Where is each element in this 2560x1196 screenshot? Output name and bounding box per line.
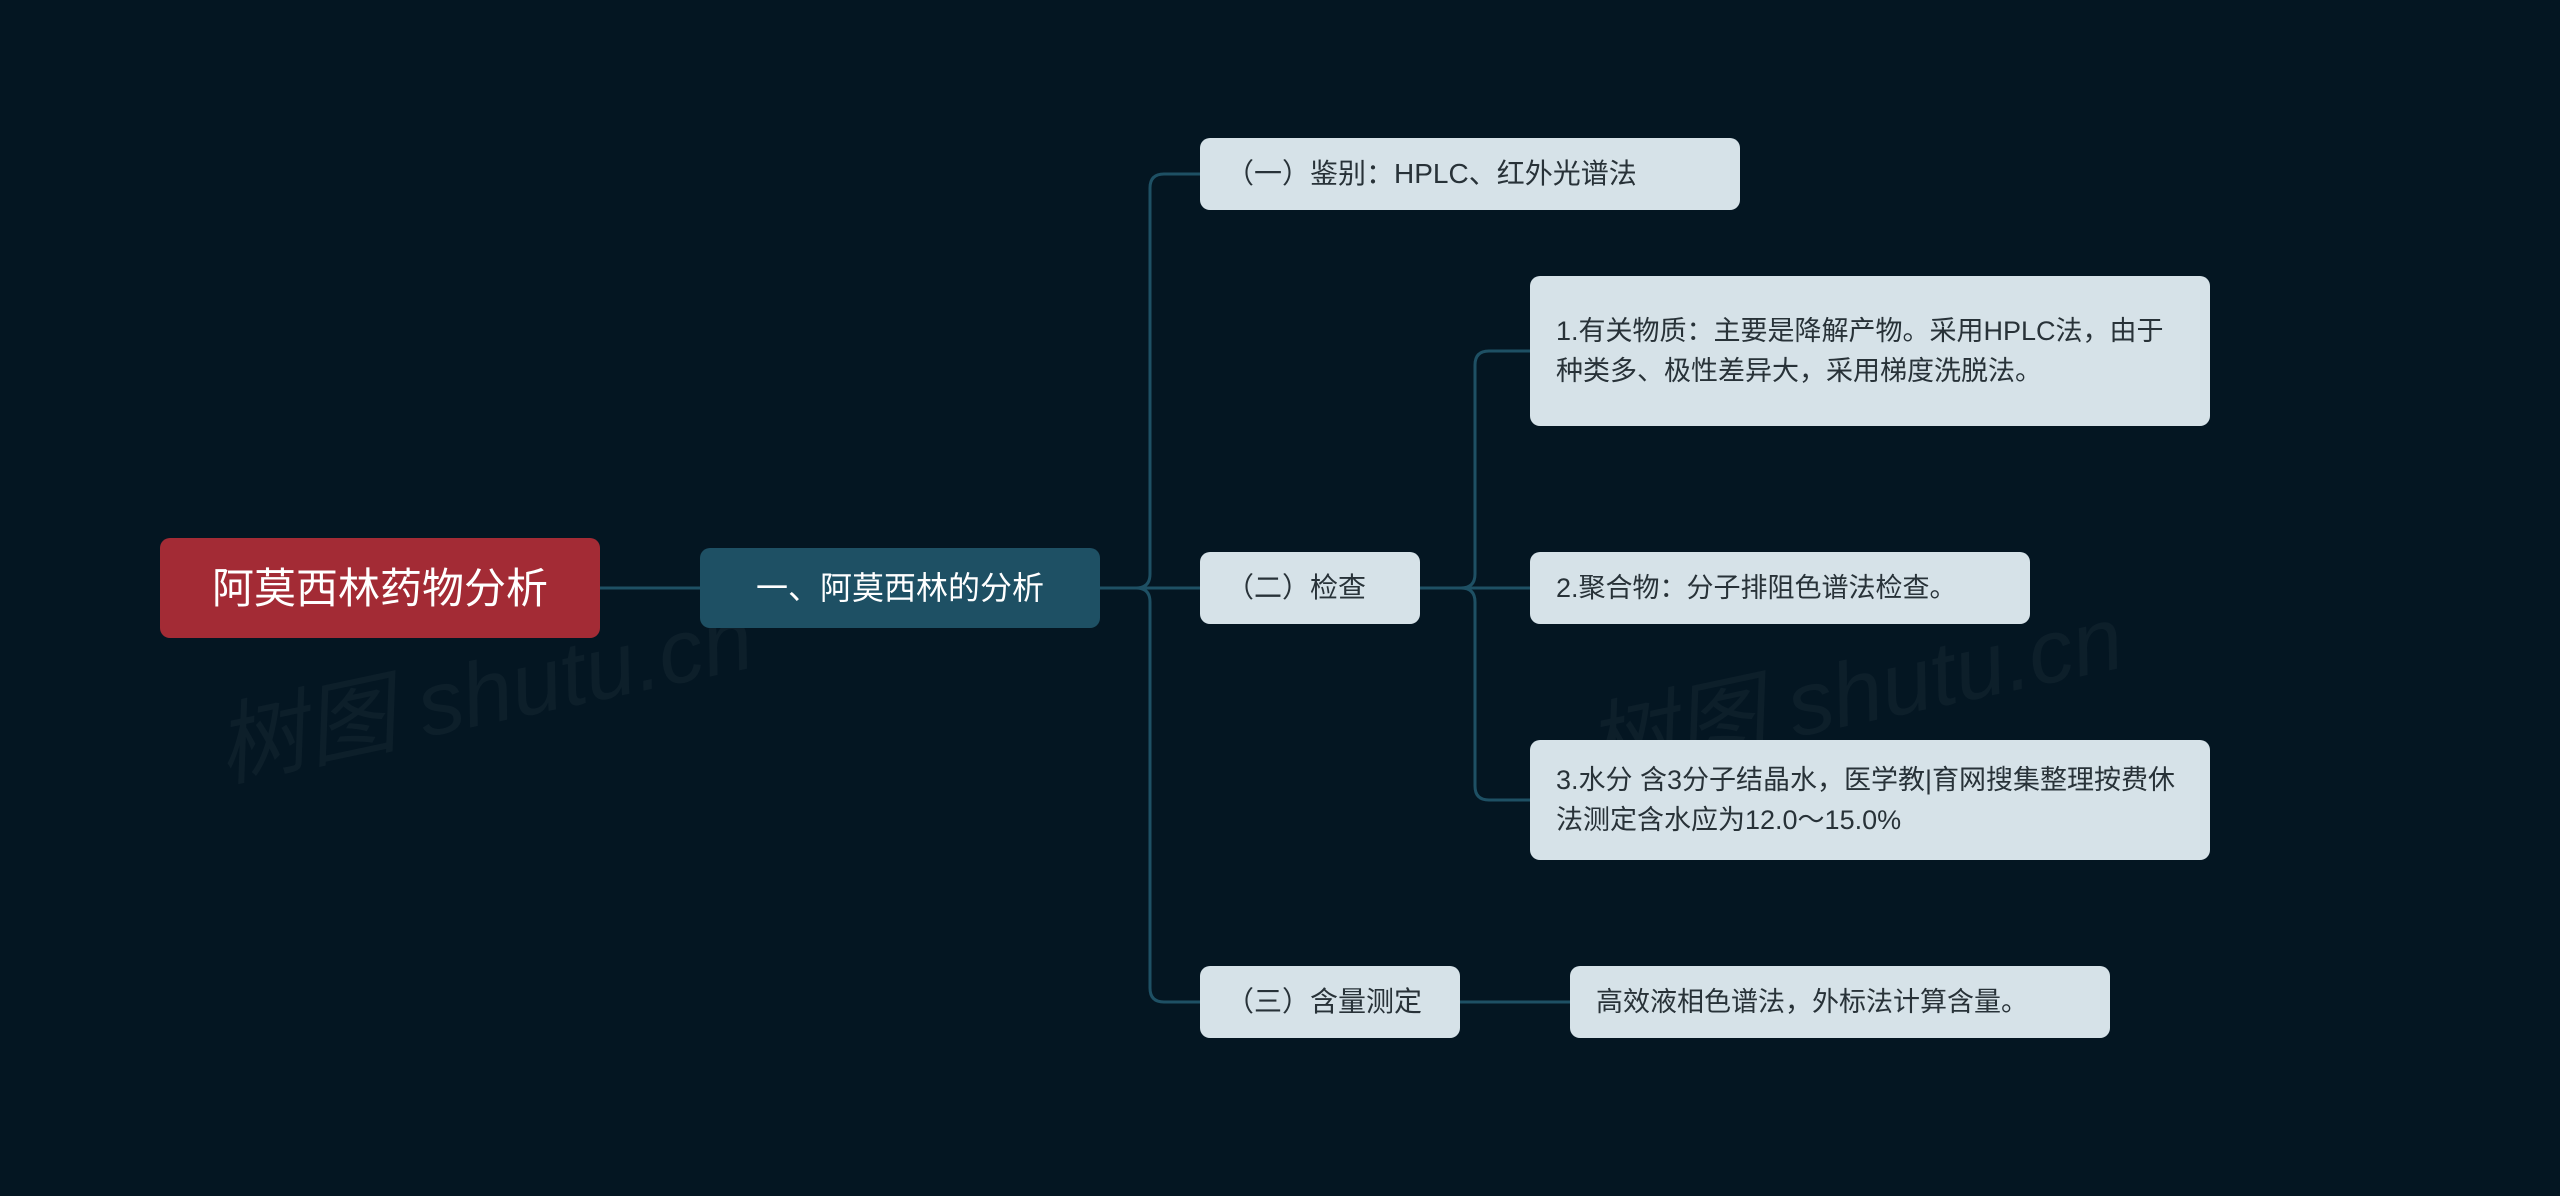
mindmap-canvas: 树图 shutu.cn树图 shutu.cn阿莫西林药物分析一、阿莫西林的分析（… — [0, 0, 2560, 1196]
node-l21[interactable]: 1.有关物质：主要是降解产物。采用HPLC法，由于种类多、极性差异大，采用梯度洗… — [1530, 276, 2210, 426]
node-label: （二）检查 — [1226, 567, 1366, 609]
node-l22[interactable]: 2.聚合物：分子排阻色谱法检查。 — [1530, 552, 2030, 624]
connector — [1420, 588, 1530, 800]
node-s3[interactable]: （三）含量测定 — [1200, 966, 1460, 1038]
node-label: 阿莫西林药物分析 — [212, 557, 548, 620]
node-l31[interactable]: 高效液相色谱法，外标法计算含量。 — [1570, 966, 2110, 1038]
connector — [1100, 174, 1200, 588]
node-label: 高效液相色谱法，外标法计算含量。 — [1596, 982, 2028, 1023]
node-label: 2.聚合物：分子排阻色谱法检查。 — [1556, 568, 1957, 609]
connector — [1420, 351, 1530, 588]
node-label: 一、阿莫西林的分析 — [756, 564, 1044, 612]
node-s2[interactable]: （二）检查 — [1200, 552, 1420, 624]
node-sec1[interactable]: 一、阿莫西林的分析 — [700, 548, 1100, 628]
node-root[interactable]: 阿莫西林药物分析 — [160, 538, 600, 638]
node-label: 1.有关物质：主要是降解产物。采用HPLC法，由于种类多、极性差异大，采用梯度洗… — [1556, 311, 2184, 392]
node-l23[interactable]: 3.水分 含3分子结晶水，医学教|育网搜集整理按费休法测定含水应为12.0～15… — [1530, 740, 2210, 860]
node-s1[interactable]: （一）鉴别：HPLC、红外光谱法 — [1200, 138, 1740, 210]
node-label: （三）含量测定 — [1226, 981, 1422, 1023]
node-label: （一）鉴别：HPLC、红外光谱法 — [1226, 153, 1637, 195]
connector — [1100, 588, 1200, 1002]
node-label: 3.水分 含3分子结晶水，医学教|育网搜集整理按费休法测定含水应为12.0～15… — [1556, 760, 2184, 841]
